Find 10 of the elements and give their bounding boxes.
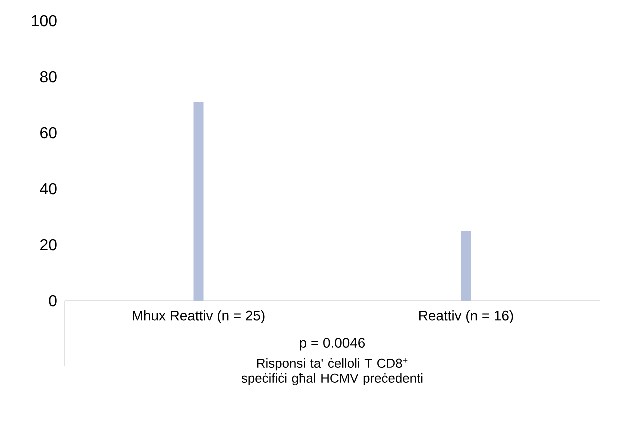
- y-tick-label: 0: [49, 295, 57, 307]
- x-tick-label: Mhux Reattiv (n = 25): [133, 310, 265, 324]
- x-axis-title: Risponsi ta' ċelloli T CD8$^{+}$ speċifiċi għal HCMV preċedenti: [242, 358, 423, 386]
- y-tick-label: 100: [32, 15, 57, 27]
- y-tick-label: 20: [40, 239, 57, 251]
- text: p = 0.0046: [300, 338, 366, 351]
- y-tick-label: 40: [40, 183, 57, 195]
- y-tick-label: 60: [40, 127, 57, 139]
- y-tick-label: 80: [40, 71, 57, 83]
- x-tick-label: Reattiv (n = 16): [420, 310, 514, 324]
